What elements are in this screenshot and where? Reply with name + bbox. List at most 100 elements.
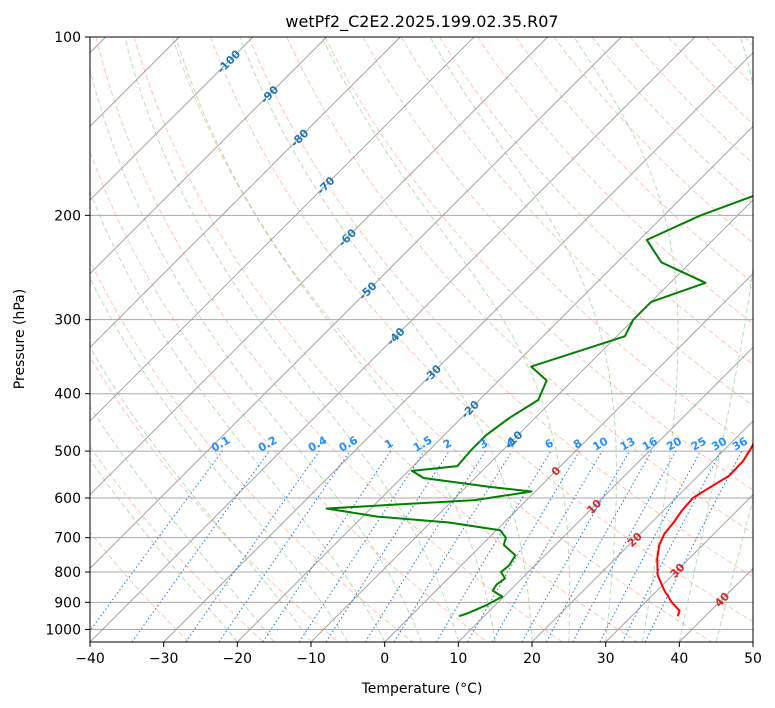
- moist-adiabat: [573, 37, 679, 642]
- y-tick-label: 200: [54, 208, 81, 224]
- y-tick-label: 500: [54, 444, 81, 460]
- x-axis-ticks: −40 −30 −20 −10 0 10 20 30 40 50: [75, 642, 762, 667]
- y-axis-ticks: 100 200 300 400 500 600 700 800 900 1000: [45, 30, 90, 638]
- isotherm-label: -10: [502, 428, 525, 451]
- moist-adiabat: [90, 190, 386, 642]
- x-tick-label: −10: [296, 651, 326, 667]
- moist-adiabat: [678, 37, 753, 642]
- x-axis-label: Temperature (°C): [361, 681, 483, 697]
- dry-adiabat: [90, 531, 190, 642]
- mixing-ratio-line: [298, 450, 425, 642]
- dry-adiabat: [90, 445, 264, 642]
- moist-adiabat: [90, 405, 275, 642]
- x-tick-label: −40: [75, 651, 105, 667]
- dry-adiabat: [668, 37, 753, 125]
- mixing-ratio-line: [325, 450, 450, 642]
- isotherm: [90, 37, 696, 642]
- mixing-ratio-line: [572, 450, 677, 642]
- y-tick-label: 600: [54, 491, 81, 507]
- x-tick-label: −20: [223, 651, 253, 667]
- dry-adiabat: [90, 150, 488, 642]
- mixing-ratio-line: [599, 450, 701, 642]
- dry-adiabat: [90, 259, 414, 642]
- isotherm: [90, 37, 548, 496]
- dry-adiabat: [362, 37, 753, 449]
- mixing-ratio-label: 2: [441, 437, 454, 452]
- dry-adiabat: [95, 37, 563, 642]
- dry-adiabat: [324, 37, 753, 491]
- isotherm-label: -100: [215, 47, 244, 76]
- moist-adiabat: [90, 458, 238, 642]
- series: [325, 194, 753, 618]
- y-tick-label: 1000: [45, 622, 81, 638]
- y-tick-label: 700: [54, 531, 81, 547]
- plot-frame: [89, 36, 754, 643]
- isotherm: [163, 52, 753, 642]
- isotherm: [752, 641, 753, 642]
- x-tick-label: 30: [597, 651, 615, 667]
- moist-adiabat: [124, 37, 459, 642]
- isotherm: [90, 37, 475, 422]
- dry-adiabat: [591, 37, 753, 204]
- moist-adiabat: [90, 277, 349, 642]
- dry-adiabat: [438, 37, 753, 366]
- isotherm-label: -20: [459, 398, 482, 421]
- x-tick-label: 50: [744, 651, 762, 667]
- isotherm: [384, 273, 753, 642]
- dry-adiabat: [706, 37, 753, 86]
- mixing-ratio-line: [545, 450, 653, 642]
- mixing-ratio-line: [262, 450, 392, 642]
- isotherm: [458, 346, 753, 642]
- dry-adiabat: [744, 37, 753, 47]
- isotherm: [90, 37, 401, 348]
- mixing-ratio-line: [435, 450, 552, 642]
- dry-adiabat: [400, 37, 753, 407]
- isotherm: [90, 37, 254, 201]
- isotherm: [90, 37, 327, 275]
- mixing-ratio-line: [521, 450, 630, 642]
- y-tick-label: 400: [54, 387, 81, 403]
- x-tick-label: 0: [380, 651, 389, 667]
- mixing-ratio-line: [644, 450, 743, 642]
- isotherm-label: 0: [549, 464, 564, 479]
- temperature-line: [656, 441, 753, 617]
- y-tick-label: 800: [54, 565, 81, 581]
- mixing-ratio-line: [90, 450, 223, 632]
- x-tick-label: 40: [670, 651, 688, 667]
- moist-adiabat: [429, 37, 617, 642]
- mixing-ratio-line: [218, 450, 351, 642]
- y-tick-label: 900: [54, 595, 81, 611]
- isotherm-label: -40: [384, 325, 407, 348]
- x-tick-label: 20: [523, 651, 541, 667]
- mixing-ratio-line: [185, 450, 320, 642]
- isotherm-label: -80: [288, 126, 311, 149]
- moist-adiabat: [175, 37, 496, 642]
- isotherm-label: -70: [314, 174, 337, 197]
- dry-adiabat: [286, 37, 753, 534]
- isotherm: [90, 37, 622, 569]
- plot-area: 0.1 0.2 0.4 0.6 1 1.5 2 3 4 6 8 10 13 16 20 25 30 36-100-…: [90, 37, 753, 642]
- y-tick-label: 100: [54, 30, 81, 46]
- dry-adiabat: [90, 356, 339, 642]
- isotherm-label: 20: [625, 530, 645, 550]
- moist-adiabats: [90, 37, 753, 642]
- isotherm: [237, 125, 753, 642]
- line-labels: 0.1 0.2 0.4 0.6 1 1.5 2 3 4 6 8 10 13 16 20 25 30 36-100-…: [209, 47, 750, 610]
- mixing-ratio-line: [467, 450, 580, 642]
- mixing-ratio-lines: [90, 450, 743, 642]
- mixing-ratio-line: [393, 450, 513, 642]
- x-tick-label: −30: [149, 651, 179, 667]
- moist-adiabat: [321, 37, 571, 642]
- x-tick-label: 10: [449, 651, 467, 667]
- mixing-ratio-line: [131, 450, 270, 642]
- moist-adiabat: [90, 346, 312, 642]
- mixing-ratio-label: 6: [543, 436, 556, 451]
- isotherm-label: 10: [584, 497, 604, 517]
- isotherm: [310, 199, 753, 642]
- isotherms: [90, 37, 753, 642]
- isotherm: [605, 494, 753, 642]
- dry-adiabat: [210, 37, 753, 623]
- isotherm: [531, 420, 753, 642]
- dry-adiabat: [133, 37, 638, 642]
